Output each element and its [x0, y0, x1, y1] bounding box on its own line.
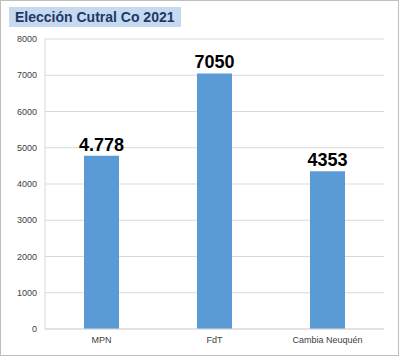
svg-text:6000: 6000: [17, 107, 37, 117]
svg-text:7000: 7000: [17, 70, 37, 80]
svg-text:2000: 2000: [17, 252, 37, 262]
html-text:Elección Cutral Co 2021: Elección Cutral Co 2021: [15, 9, 175, 25]
svg-text:3000: 3000: [17, 215, 37, 225]
svg-text:MPN: MPN: [92, 335, 112, 345]
svg-text:Cambia Neuquén: Cambia Neuquén: [292, 335, 362, 345]
svg-text:4353: 4353: [307, 150, 347, 170]
svg-text:1000: 1000: [17, 288, 37, 298]
svg-text:8000: 8000: [17, 34, 37, 44]
svg-text:0: 0: [32, 324, 37, 334]
svg-text:5000: 5000: [17, 143, 37, 153]
svg-text:FdT: FdT: [206, 335, 223, 345]
svg-text:4.778: 4.778: [79, 135, 124, 155]
svg-text:4000: 4000: [17, 179, 37, 189]
svg-text:7050: 7050: [194, 52, 234, 72]
